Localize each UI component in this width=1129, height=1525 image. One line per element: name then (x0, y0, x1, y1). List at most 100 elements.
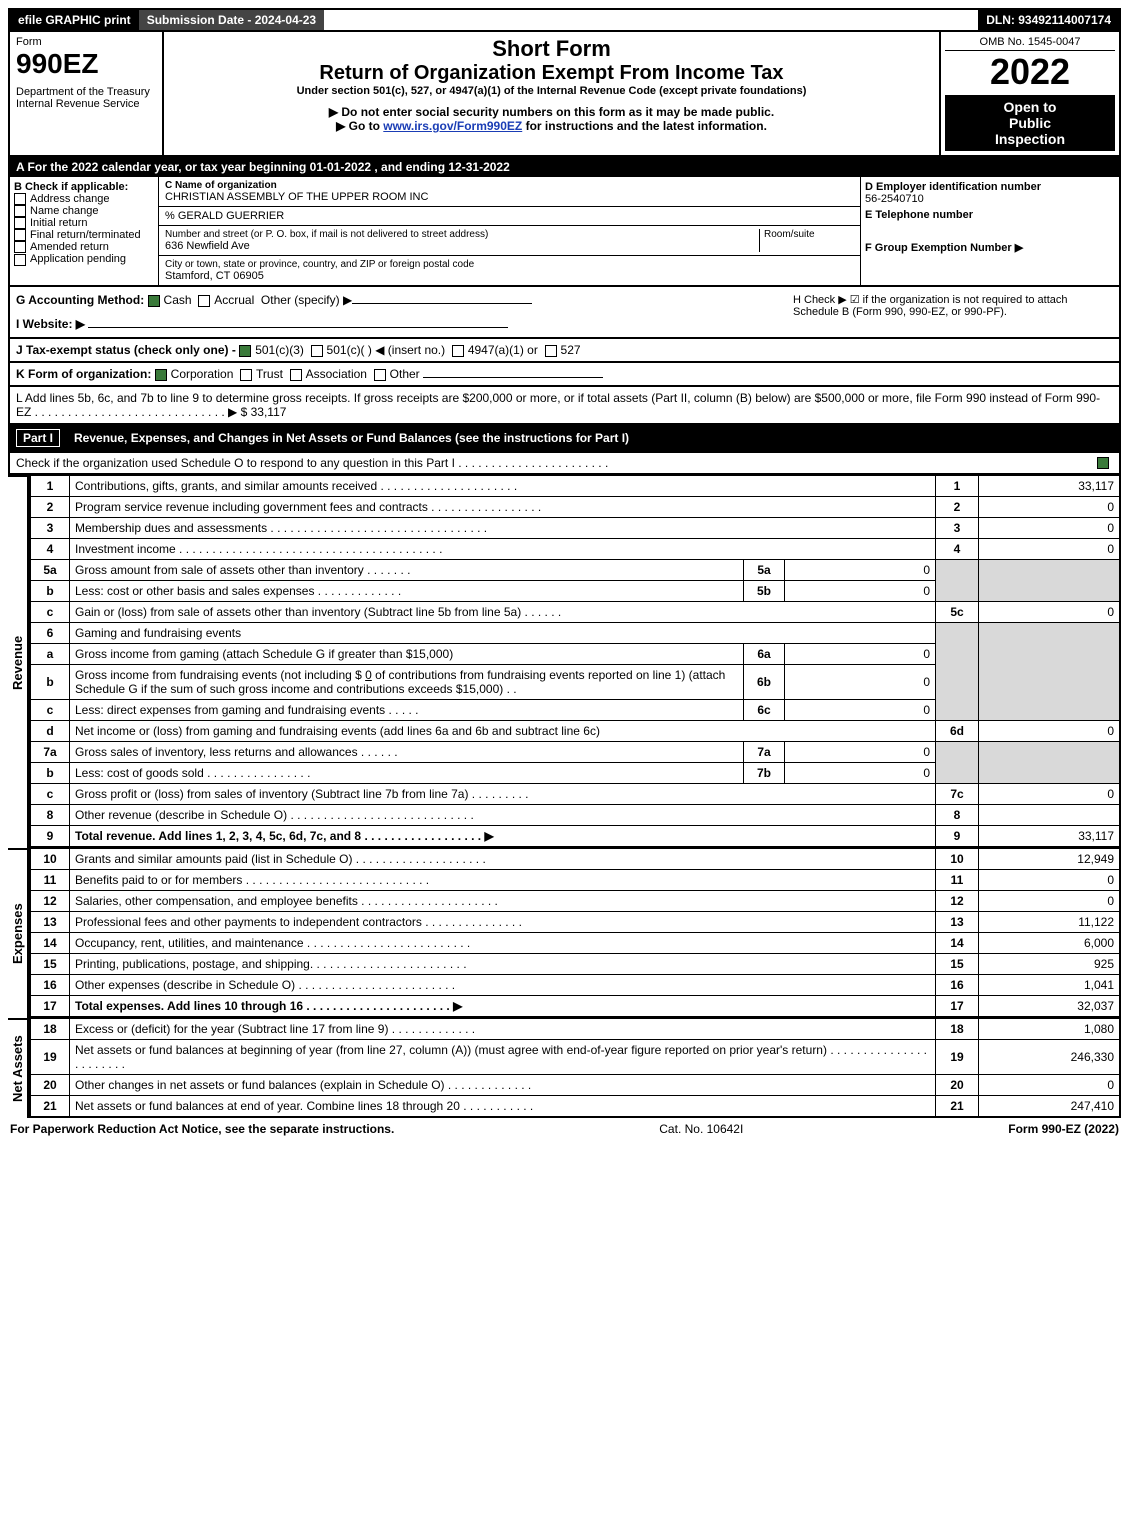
line-14: 14Occupancy, rent, utilities, and mainte… (30, 933, 1120, 954)
col-b: B Check if applicable: Address change Na… (10, 177, 159, 285)
open-1: Open to (951, 99, 1109, 115)
website-blank[interactable] (88, 327, 508, 328)
net-assets-table: 18Excess or (deficit) for the year (Subt… (29, 1018, 1121, 1118)
line-18: 18Excess or (deficit) for the year (Subt… (30, 1019, 1120, 1040)
e-tel-label: E Telephone number (865, 209, 1115, 221)
line-12: 12Salaries, other compensation, and empl… (30, 891, 1120, 912)
line-a-tax-year: A For the 2022 calendar year, or tax yea… (8, 157, 1121, 177)
chk-cash[interactable] (148, 295, 160, 307)
line-13: 13Professional fees and other payments t… (30, 912, 1120, 933)
d-ein-label: D Employer identification number (865, 181, 1115, 193)
line-5c: cGain or (loss) from sale of assets othe… (30, 602, 1120, 623)
b-title: B Check if applicable: (14, 181, 154, 193)
header-right: OMB No. 1545-0047 2022 Open to Public In… (939, 32, 1119, 155)
line-4: 4Investment income . . . . . . . . . . .… (30, 539, 1120, 560)
chk-association[interactable] (290, 369, 302, 381)
g-other: Other (specify) ▶ (261, 293, 352, 307)
omb-number: OMB No. 1545-0047 (945, 36, 1115, 51)
dept-treasury: Department of the Treasury (16, 86, 156, 98)
j-label: J Tax-exempt status (check only one) - (16, 343, 236, 357)
street-address: 636 Newfield Ave (165, 240, 759, 252)
g-other-blank[interactable] (352, 303, 532, 304)
row-j: J Tax-exempt status (check only one) - 5… (8, 339, 1121, 363)
form-header: Form 990EZ Department of the Treasury In… (8, 32, 1121, 157)
telephone-value (865, 221, 1115, 235)
chk-4947[interactable] (452, 345, 464, 357)
chk-501c[interactable] (311, 345, 323, 357)
col-c: C Name of organization CHRISTIAN ASSEMBL… (159, 177, 861, 285)
chk-initial-return[interactable]: Initial return (14, 217, 154, 229)
line-8: 8Other revenue (describe in Schedule O) … (30, 805, 1120, 826)
line-21: 21Net assets or fund balances at end of … (30, 1096, 1120, 1118)
chk-501c3[interactable] (239, 345, 251, 357)
goto-post: for instructions and the latest informat… (526, 119, 767, 133)
c-city-label: City or town, state or province, country… (165, 259, 854, 270)
goto-pre: ▶ Go to (336, 119, 383, 133)
chk-address-change[interactable]: Address change (14, 193, 154, 205)
chk-other-org[interactable] (374, 369, 386, 381)
c-addr-label: Number and street (or P. O. box, if mail… (165, 229, 759, 240)
footer-form-ref: Form 990-EZ (2022) (1008, 1122, 1119, 1136)
side-revenue: Revenue (8, 475, 29, 848)
open-3: Inspection (951, 131, 1109, 147)
header-center: Short Form Return of Organization Exempt… (164, 32, 939, 155)
g-accounting: G Accounting Method: Cash Accrual Other … (16, 293, 785, 331)
dln: DLN: 93492114007174 (978, 10, 1119, 30)
efile-print-label[interactable]: efile GRAPHIC print (10, 10, 139, 30)
expenses-block: Expenses 10Grants and similar amounts pa… (8, 848, 1121, 1018)
org-name: CHRISTIAN ASSEMBLY OF THE UPPER ROOM INC (165, 191, 854, 203)
side-expenses: Expenses (8, 848, 29, 1018)
chk-schedule-o-used[interactable] (1097, 457, 1109, 469)
line-16: 16Other expenses (describe in Schedule O… (30, 975, 1120, 996)
line-9: 9Total revenue. Add lines 1, 2, 3, 4, 5c… (30, 826, 1120, 848)
chk-amended-return[interactable]: Amended return (14, 241, 154, 253)
chk-corporation[interactable] (155, 369, 167, 381)
city-state-zip: Stamford, CT 06905 (165, 270, 854, 282)
chk-final-return[interactable]: Final return/terminated (14, 229, 154, 241)
k-label: K Form of organization: (16, 367, 151, 381)
line-7c: cGross profit or (loss) from sales of in… (30, 784, 1120, 805)
line-1: 1Contributions, gifts, grants, and simil… (30, 476, 1120, 497)
line-7a: 7aGross sales of inventory, less returns… (30, 742, 1120, 763)
g-label: G Accounting Method: (16, 293, 144, 307)
title-main: Return of Organization Exempt From Incom… (168, 62, 935, 85)
open-2: Public (951, 115, 1109, 131)
form-number: 990EZ (16, 48, 156, 80)
line-6: 6Gaming and fundraising events (30, 623, 1120, 644)
row-l-gross-receipts: L Add lines 5b, 6c, and 7b to line 9 to … (8, 387, 1121, 425)
section-gh: G Accounting Method: Cash Accrual Other … (8, 287, 1121, 339)
part1-title: Revenue, Expenses, and Changes in Net As… (74, 431, 629, 445)
part1-subheader: Check if the organization used Schedule … (8, 453, 1121, 475)
col-def: D Employer identification number 56-2540… (861, 177, 1119, 285)
irs-label: Internal Revenue Service (16, 98, 156, 110)
h-schedule-b: H Check ▶ ☑ if the organization is not r… (785, 293, 1113, 331)
header-left: Form 990EZ Department of the Treasury In… (10, 32, 164, 155)
chk-527[interactable] (545, 345, 557, 357)
irs-link[interactable]: www.irs.gov/Form990EZ (383, 119, 522, 133)
net-assets-block: Net Assets 18Excess or (deficit) for the… (8, 1018, 1121, 1118)
chk-accrual[interactable] (198, 295, 210, 307)
ein-value: 56-2540710 (865, 193, 1115, 205)
line-20: 20Other changes in net assets or fund ba… (30, 1075, 1120, 1096)
k-other-blank[interactable] (423, 377, 603, 378)
line-5a: 5aGross amount from sale of assets other… (30, 560, 1120, 581)
f-group-exemption: F Group Exemption Number ▶ (865, 241, 1115, 254)
line-6d: dNet income or (loss) from gaming and fu… (30, 721, 1120, 742)
title-short-form: Short Form (168, 36, 935, 62)
chk-application-pending[interactable]: Application pending (14, 253, 154, 265)
part1-badge: Part I (16, 429, 60, 447)
tax-year: 2022 (945, 51, 1115, 93)
line-3: 3Membership dues and assessments . . . .… (30, 518, 1120, 539)
subtitle: Under section 501(c), 527, or 4947(a)(1)… (168, 85, 935, 97)
chk-trust[interactable] (240, 369, 252, 381)
line-19: 19Net assets or fund balances at beginni… (30, 1040, 1120, 1075)
chk-name-change[interactable]: Name change (14, 205, 154, 217)
footer-left: For Paperwork Reduction Act Notice, see … (10, 1122, 394, 1136)
line-10: 10Grants and similar amounts paid (list … (30, 849, 1120, 870)
side-net-assets: Net Assets (8, 1018, 29, 1118)
open-to-public: Open to Public Inspection (945, 95, 1115, 151)
6b-contrib-amount: 0 (365, 668, 372, 682)
revenue-table: 1Contributions, gifts, grants, and simil… (29, 475, 1121, 848)
line-2: 2Program service revenue including gover… (30, 497, 1120, 518)
form-word: Form (16, 36, 156, 48)
